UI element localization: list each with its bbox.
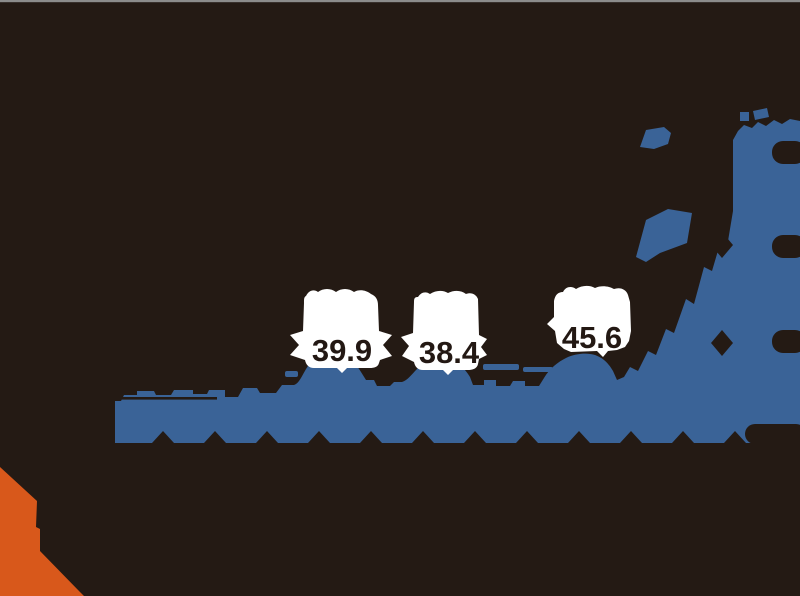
pill-cutout-2 [772, 235, 800, 258]
callout-value-1: 39.9 [312, 333, 372, 368]
callout-tag-1 [290, 289, 392, 373]
blue-strip-1 [483, 364, 519, 370]
pill-cutout-4 [745, 424, 800, 444]
pill-cutout-3 [772, 330, 800, 353]
diamond-cutout-2 [711, 330, 733, 356]
blue-strip-3 [285, 371, 298, 377]
orange-corner-triangle [0, 467, 84, 596]
blue-shapes [115, 108, 800, 443]
dark-cutouts [115, 141, 800, 444]
diamond-cutout-1 [711, 232, 733, 258]
blue-area-silhouette [115, 119, 800, 443]
top-border-line [0, 0, 800, 3]
pill-cutout-1 [772, 141, 800, 164]
blue-fragment-upper [640, 127, 671, 149]
blue-nub-top-1 [740, 112, 749, 121]
callout-tags [290, 285, 631, 375]
blue-fragment-mid [636, 209, 692, 262]
blue-nub-top-2 [753, 108, 769, 120]
callout-tag-2 [401, 290, 487, 375]
blue-strip-2 [523, 367, 553, 372]
callout-value-2: 38.4 [419, 335, 480, 370]
callout-values: 39.9 38.4 45.6 [312, 320, 622, 370]
band-gap-line [115, 397, 217, 400]
callout-value-3: 45.6 [562, 320, 622, 355]
callout-tag-3 [547, 285, 631, 357]
